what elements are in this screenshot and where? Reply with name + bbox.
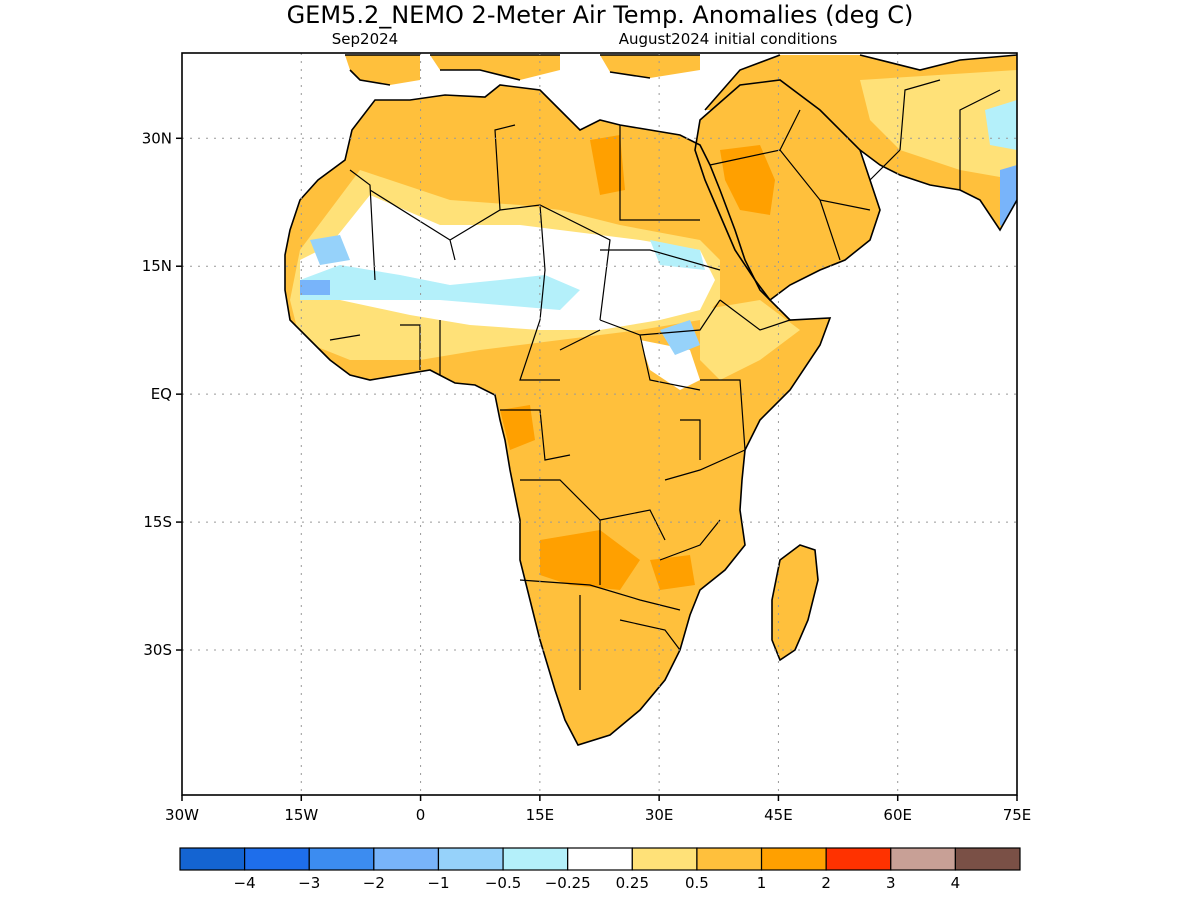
x-tick-label: 60E [883,806,912,824]
colorbar-swatch [308,847,375,871]
colorbar-swatch [631,847,698,871]
sudan-cool [650,240,705,270]
y-tick-label: 30S [143,641,172,659]
colorbar-label: 4 [951,874,961,892]
init-conditions: August2024 initial conditions [619,30,838,48]
colorbar-swatch [373,847,440,871]
colorbar: −4 −3 −2 −1 −0.5 −0.25 0.25 0.5 1 2 3 4 [179,847,1021,892]
zambia-hotspot [650,555,695,590]
y-tick-label: 30N [142,129,172,147]
y-tick-label: 15N [142,257,172,275]
x-axis: 30W 15W 0 15E 30E 45E 60E 75E [165,795,1031,824]
colorbar-swatch [437,847,504,871]
colorbar-label: 2 [821,874,831,892]
colorbar-swatch [890,847,956,871]
asia-light-yellow [860,70,1017,180]
west-africa-borders [329,320,441,375]
arabia-hotspot [720,145,775,215]
gabon-hotspot [500,405,535,450]
x-tick-label: 0 [416,806,426,824]
europe-coastline [345,54,700,86]
colorbar-swatch [954,847,1021,871]
x-tick-label: 45E [764,806,793,824]
iran-cool [985,100,1017,150]
colorbar-label: −0.25 [545,874,591,892]
arabia-coastline [694,79,881,302]
colorbar-label: −4 [234,874,256,892]
y-tick-label: EQ [151,385,172,403]
colorbar-swatch [502,847,569,871]
west-sahel-blue [310,235,350,265]
asian-borders [709,79,1001,261]
colorbar-swatch [825,847,892,871]
colorbar-label: 1 [757,874,767,892]
y-axis: 30N 15N EQ 15S 30S [142,129,182,659]
x-tick-label: 15W [284,806,318,824]
colorbar-swatch [760,847,827,871]
plot-frame [181,52,1018,796]
central-white [640,340,700,390]
colorbar-label: 0.25 [616,874,649,892]
y-tick-label: 15S [143,513,172,531]
sahel-cool-band [300,265,580,310]
colorbar-swatch [696,847,763,871]
x-tick-label: 30W [165,806,199,824]
country-borders [329,79,1001,690]
colorbar-label: −0.5 [485,874,521,892]
x-tick-label: 15E [526,806,555,824]
africa-coastline [284,84,832,746]
x-tick-label: 30E [645,806,674,824]
madagascar-coastline [771,544,819,662]
colorbar-label: −3 [298,874,320,892]
colorbar-swatch [179,847,246,871]
senegal-blue [300,280,330,295]
colorbar-label: −2 [363,874,385,892]
colorbar-label: 0.5 [685,874,709,892]
coastline-layer [284,54,1017,746]
land-anomaly-layer [285,55,1017,745]
x-tick-label: 75E [1003,806,1032,824]
colorbar-label: 3 [886,874,896,892]
valid-month: Sep2024 [332,30,398,48]
angola-hotspot [540,530,640,590]
colorbar-swatch [244,847,310,871]
map-title: GEM5.2_NEMO 2-Meter Air Temp. Anomalies … [287,1,914,29]
south-sudan-blue [660,320,700,355]
horn-light-yellow [700,300,800,380]
colorbar-label: −1 [427,874,449,892]
colorbar-swatch [567,847,633,871]
grid-lines [182,53,1017,795]
libya-hotspot [590,135,625,195]
